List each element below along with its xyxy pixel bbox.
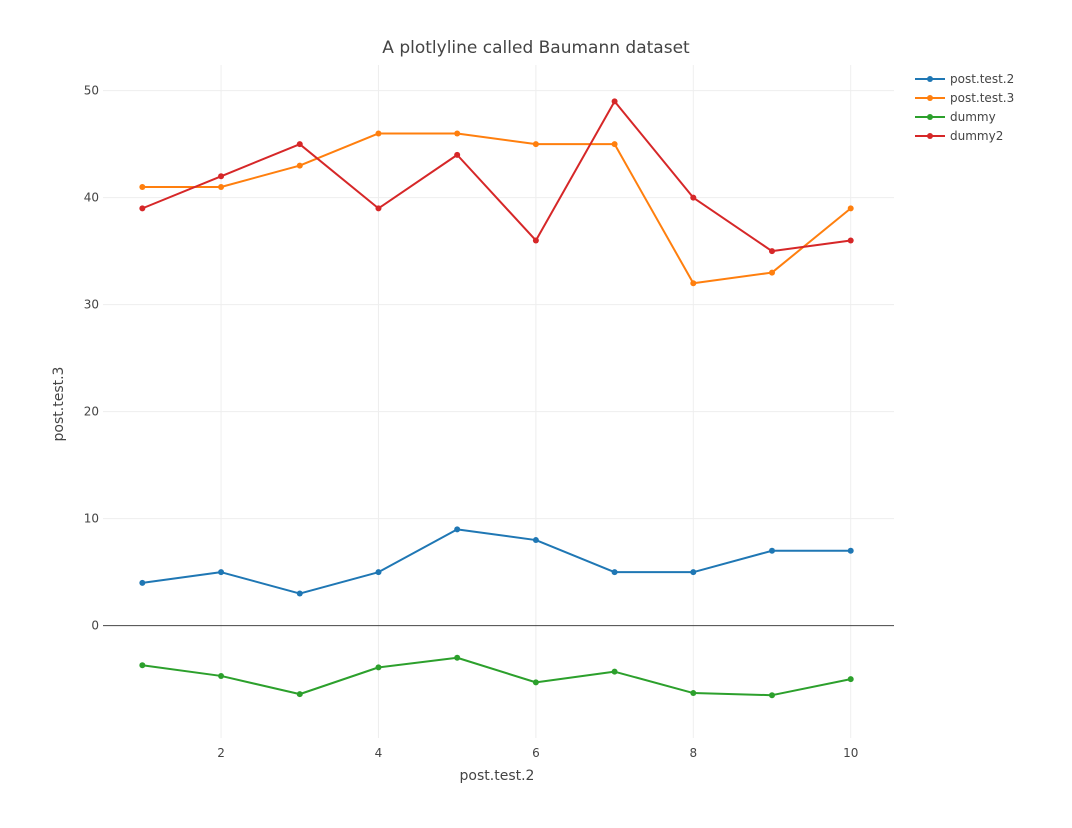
- data-point-post-test-3: [532, 141, 539, 148]
- legend-label: post.test.3: [950, 91, 1014, 105]
- data-point-dummy: [218, 672, 225, 679]
- x-axis-title: post.test.2: [460, 768, 535, 784]
- legend-label: dummy: [950, 110, 996, 124]
- grid: [103, 65, 894, 738]
- y-tick-label: 40: [84, 191, 99, 205]
- legend-label: dummy2: [950, 129, 1003, 143]
- data-point-post-test-3: [611, 141, 618, 148]
- axes: 2 4 6 8 10 0 10 20 30 40 50: [84, 84, 859, 760]
- y-tick-label: 50: [84, 84, 99, 98]
- y-axis-title: post.test.3: [51, 367, 67, 442]
- series-line-post-test-2: [142, 528, 851, 595]
- data-point-post-test-2: [375, 569, 382, 576]
- data-point-post-test-2: [218, 569, 225, 576]
- data-point-dummy2: [611, 98, 618, 105]
- series-line-dummy2: [141, 100, 851, 253]
- data-point-dummy2: [375, 205, 382, 212]
- data-point-dummy2: [454, 151, 461, 158]
- data-point-post-test-3: [690, 280, 697, 287]
- data-point-dummy: [690, 690, 697, 697]
- legend-label: post.test.2: [950, 72, 1014, 86]
- series-line-dummy: [142, 656, 851, 697]
- data-point-post-test-3: [218, 183, 225, 190]
- data-point-dummy: [375, 664, 382, 671]
- data-point-post-test-3: [375, 130, 382, 137]
- data-point-dummy: [847, 676, 854, 683]
- data-point-post-test-2: [611, 569, 618, 576]
- data-point-post-test-3: [847, 205, 854, 212]
- data-point-post-test-2: [769, 547, 776, 554]
- legend-swatch-marker: [927, 76, 933, 82]
- data-point-post-test-2: [690, 569, 697, 576]
- y-tick-label: 20: [84, 405, 99, 419]
- data-point-post-test-2: [532, 537, 539, 544]
- data-point-dummy: [454, 654, 461, 661]
- x-tick-label: 6: [532, 746, 540, 760]
- data-point-post-test-3: [769, 269, 776, 276]
- data-point-dummy: [611, 668, 618, 675]
- data-point-dummy: [296, 691, 303, 698]
- x-tick-label: 8: [689, 746, 697, 760]
- x-tick-label: 10: [843, 746, 858, 760]
- chart-title: A plotlyline called Baumann dataset: [382, 38, 690, 58]
- legend: post.test.2 post.test.3 dummy dummy2: [915, 72, 1014, 143]
- legend-swatch-marker: [927, 114, 933, 120]
- data-point-dummy: [769, 692, 776, 699]
- data-point-dummy2: [769, 248, 776, 255]
- data-point-post-test-2: [296, 590, 303, 597]
- y-tick-label: 30: [84, 298, 99, 312]
- data-point-post-test-3: [139, 183, 146, 190]
- y-tick-label: 0: [91, 619, 99, 633]
- series-layer: [139, 98, 854, 699]
- data-point-post-test-3: [296, 162, 303, 169]
- legend-swatch-marker: [927, 133, 933, 139]
- data-point-dummy2: [139, 205, 146, 212]
- data-point-dummy: [532, 679, 539, 686]
- data-point-dummy: [139, 662, 146, 669]
- x-tick-label: 2: [217, 746, 225, 760]
- data-point-dummy2: [690, 194, 697, 201]
- data-point-post-test-3: [454, 130, 461, 137]
- data-point-post-test-2: [847, 547, 854, 554]
- data-point-dummy2: [532, 237, 539, 244]
- data-point-dummy2: [296, 141, 303, 148]
- data-point-dummy2: [847, 237, 854, 244]
- series-line-post-test-3: [142, 132, 852, 285]
- data-point-post-test-2: [139, 579, 146, 586]
- data-point-post-test-2: [454, 526, 461, 533]
- x-tick-label: 4: [375, 746, 383, 760]
- data-point-dummy2: [218, 173, 225, 180]
- y-tick-label: 10: [84, 512, 99, 526]
- legend-swatch-marker: [927, 95, 933, 101]
